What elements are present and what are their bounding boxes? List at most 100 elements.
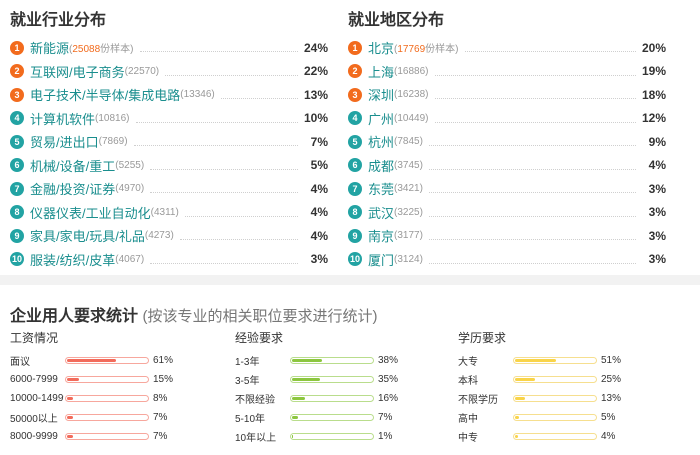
experience-bar-fill (292, 359, 323, 362)
salary-bar (65, 357, 149, 364)
industry-name-link[interactable]: 服装/纺织/皮革 (30, 252, 116, 268)
rank-badge: 2 (348, 64, 362, 79)
percentage: 3% (648, 228, 666, 243)
section-divider (0, 275, 700, 285)
sample-count: (16238) (394, 89, 429, 101)
education-label: 大专 (458, 357, 478, 368)
region-row: 10 厦门 (3124) 3% (348, 248, 666, 272)
salary-heading: 工资情况 (10, 331, 59, 345)
education-bar (513, 395, 597, 402)
industry-name-link[interactable]: 计算机软件 (30, 111, 96, 127)
industry-name-link[interactable]: 仪器仪表/工业自动化 (30, 205, 151, 221)
experience-row: 10年以上 1% (235, 427, 445, 446)
dotted-leader (150, 192, 298, 194)
rank-badge: 9 (10, 228, 24, 243)
dotted-leader (150, 262, 298, 264)
industry-name-link[interactable]: 新能源 (30, 41, 70, 57)
education-heading: 学历要求 (458, 331, 507, 345)
sample-count: (5255) (115, 159, 145, 171)
dotted-leader (428, 239, 636, 241)
region-name-link[interactable]: 上海 (368, 64, 395, 80)
sample-count: (17769份样本) (394, 44, 459, 56)
education-bar (513, 376, 597, 383)
percentage: 24% (304, 40, 329, 55)
dotted-leader (135, 121, 298, 123)
experience-label: 1-3年 (235, 357, 260, 368)
sample-count-value: 4311 (153, 206, 176, 218)
salary-label: 50000以上 (10, 414, 58, 425)
industry-name-link[interactable]: 家具/家电/玩具/礼品 (30, 229, 145, 245)
region-row: 4 广州 (10449) 12% (348, 107, 666, 131)
industry-name-link[interactable]: 贸易/进出口 (30, 135, 99, 151)
region-name-link[interactable]: 厦门 (368, 252, 395, 268)
industry-name-link[interactable]: 互联网/电子商务 (30, 64, 125, 80)
rank-badge: 4 (10, 111, 24, 126)
industry-row: 10 服装/纺织/皮革 (4067) 3% (10, 248, 328, 272)
region-name-link[interactable]: 东莞 (368, 182, 395, 198)
percentage: 12% (642, 111, 667, 126)
dotted-leader (464, 51, 636, 53)
experience-bar (290, 357, 374, 364)
sample-count-value: 3225 (397, 206, 420, 218)
region-name-link[interactable]: 广州 (368, 111, 395, 127)
percentage: 4% (310, 205, 328, 220)
sample-count: (3124) (394, 253, 423, 265)
rank-badge: 3 (10, 87, 24, 102)
industry-name-link[interactable]: 机械/设备/重工 (30, 158, 116, 174)
salary-stats: 工资情况 面议 61% 6000-7999 15% 10000-14999 8% 50000… (10, 329, 220, 446)
education-stats: 学历要求 大专 51% 本科 25% 不限学历 13% 高中 5% 中专 4% (458, 329, 668, 446)
percentage: 3% (648, 252, 666, 267)
sample-count: (4311) (150, 206, 179, 218)
salary-row: 10000-14999 8% (10, 389, 220, 408)
sample-count-value: 3124 (397, 253, 420, 265)
region-name-link[interactable]: 成都 (368, 158, 395, 174)
salary-row: 50000以上 7% (10, 408, 220, 427)
salary-label: 6000-7999 (10, 374, 58, 385)
region-name-link[interactable]: 杭州 (368, 135, 395, 151)
industry-name-link[interactable]: 金融/投资/证券 (30, 182, 116, 198)
industry-row: 6 机械/设备/重工 (5255) 5% (10, 154, 328, 178)
industry-row: 5 贸易/进出口 (7869) 7% (10, 130, 328, 154)
sample-unit: 份样本 (425, 44, 456, 56)
sample-count-value: 13346 (183, 89, 212, 101)
region-name-link[interactable]: 南京 (368, 229, 395, 245)
salary-bar-fill (67, 435, 73, 438)
rank-badge: 10 (348, 252, 362, 267)
sample-unit: 份样本 (100, 44, 131, 56)
salary-value: 7% (153, 412, 168, 423)
salary-value: 61% (153, 355, 174, 366)
education-bar (513, 414, 597, 421)
region-row: 2 上海 (16886) 19% (348, 60, 666, 84)
percentage: 4% (310, 228, 328, 243)
experience-value: 1% (378, 431, 393, 442)
percentage: 10% (304, 111, 329, 126)
region-list: 1 北京 (17769份样本) 20% 2 上海 (16886) 19% 3 深圳 (16238) 1… (348, 36, 666, 271)
education-bar-fill (515, 416, 519, 419)
region-name-link[interactable]: 武汉 (368, 205, 395, 221)
salary-label: 10000-14999 (10, 393, 64, 404)
dotted-leader (220, 98, 298, 100)
sample-count-value: 22570 (127, 65, 156, 77)
dotted-leader (184, 215, 298, 217)
region-name-link[interactable]: 北京 (368, 41, 395, 57)
region-panel: 就业地区分布 1 北京 (17769份样本) 20% 2 上海 (16886) 19% 3 深圳(… (348, 0, 666, 271)
dotted-leader (428, 145, 636, 147)
percentage: 3% (648, 181, 666, 196)
sample-count-value: 25088 (72, 44, 101, 56)
sample-count-value: 3421 (397, 183, 420, 195)
salary-label: 面议 (10, 357, 30, 368)
percentage: 4% (310, 181, 328, 196)
industry-row: 7 金融/投资/证券 (4970) 4% (10, 177, 328, 201)
sample-count-value: 3177 (397, 230, 420, 242)
experience-bar-fill (292, 378, 320, 381)
dotted-leader (139, 51, 298, 53)
percentage: 13% (304, 87, 329, 102)
dotted-leader (133, 145, 298, 147)
distribution-section: 就业行业分布 1 新能源 (25088份样本) 24% 2 互联网/电子商务 (22570)… (10, 0, 666, 272)
education-bar (513, 357, 597, 364)
rank-badge: 8 (348, 205, 362, 220)
sample-count: (3225) (394, 206, 423, 218)
industry-name-link[interactable]: 电子技术/半导体/集成电路 (30, 88, 181, 104)
region-name-link[interactable]: 深圳 (368, 88, 395, 104)
dotted-leader (428, 168, 636, 170)
